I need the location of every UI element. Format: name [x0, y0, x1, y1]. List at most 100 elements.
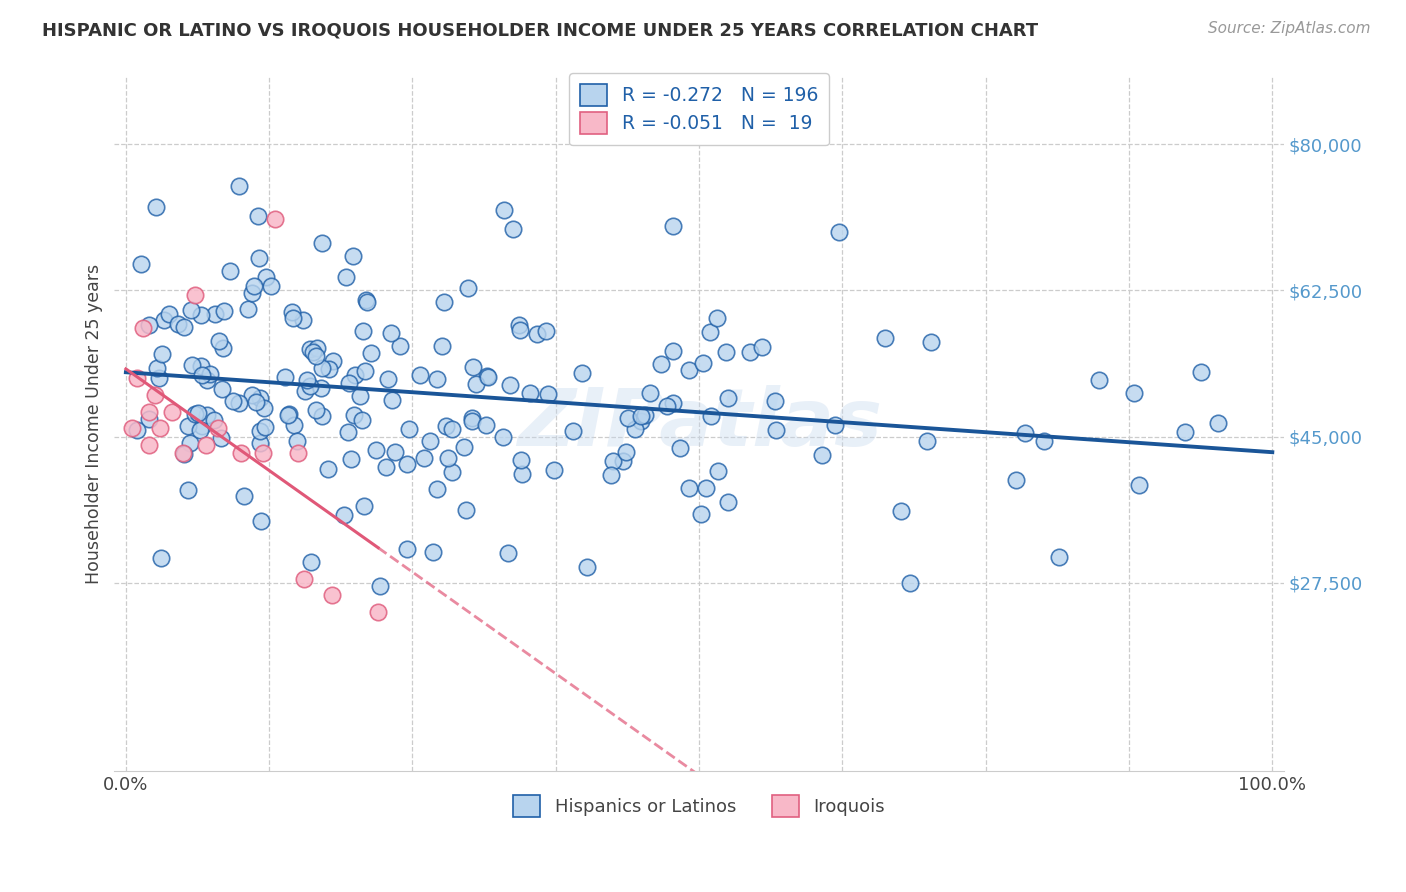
- Point: [508, 318, 530, 332]
- Point: [457, 281, 479, 295]
- Point: [434, 418, 457, 433]
- Point: [190, 359, 212, 374]
- Point: [309, 381, 332, 395]
- Point: [233, 489, 256, 503]
- Point: [246, 209, 269, 223]
- Point: [380, 326, 402, 340]
- Point: [138, 438, 160, 452]
- Point: [366, 442, 388, 457]
- Point: [602, 454, 624, 468]
- Point: [195, 438, 218, 452]
- Point: [305, 350, 328, 364]
- Point: [409, 368, 432, 383]
- Point: [576, 559, 599, 574]
- Point: [343, 368, 366, 382]
- Point: [153, 312, 176, 326]
- Text: ZIPatlas: ZIPatlas: [516, 385, 882, 463]
- Point: [299, 379, 322, 393]
- Point: [278, 407, 301, 421]
- Point: [634, 408, 657, 422]
- Point: [247, 252, 270, 266]
- Point: [212, 304, 235, 318]
- Point: [499, 377, 522, 392]
- Point: [661, 219, 683, 233]
- Point: [381, 393, 404, 408]
- Point: [183, 287, 205, 301]
- Point: [311, 235, 333, 250]
- Point: [228, 396, 250, 410]
- Point: [765, 423, 787, 437]
- Point: [700, 409, 723, 424]
- Point: [138, 412, 160, 426]
- Point: [1189, 366, 1212, 380]
- Legend: Hispanics or Latinos, Iroquois: Hispanics or Latinos, Iroquois: [506, 788, 893, 824]
- Point: [333, 508, 356, 522]
- Point: [456, 503, 478, 517]
- Point: [738, 344, 761, 359]
- Point: [191, 368, 214, 383]
- Point: [211, 383, 233, 397]
- Point: [699, 325, 721, 339]
- Point: [475, 369, 498, 384]
- Point: [149, 421, 172, 435]
- Point: [277, 409, 299, 423]
- Point: [460, 410, 482, 425]
- Point: [349, 389, 371, 403]
- Point: [650, 357, 672, 371]
- Point: [464, 377, 486, 392]
- Point: [190, 419, 212, 434]
- Point: [873, 331, 896, 345]
- Point: [890, 504, 912, 518]
- Point: [287, 446, 309, 460]
- Point: [202, 413, 225, 427]
- Point: [292, 572, 315, 586]
- Point: [453, 440, 475, 454]
- Point: [240, 388, 263, 402]
- Point: [254, 420, 277, 434]
- Point: [252, 446, 274, 460]
- Point: [477, 369, 499, 384]
- Point: [717, 495, 740, 509]
- Point: [707, 464, 730, 478]
- Point: [172, 446, 194, 460]
- Point: [630, 409, 652, 423]
- Point: [1088, 373, 1111, 387]
- Point: [689, 507, 711, 521]
- Point: [396, 542, 419, 557]
- Point: [299, 555, 322, 569]
- Point: [132, 321, 155, 335]
- Point: [571, 366, 593, 380]
- Point: [180, 302, 202, 317]
- Point: [502, 222, 524, 236]
- Point: [138, 404, 160, 418]
- Point: [412, 450, 434, 465]
- Point: [561, 424, 583, 438]
- Point: [1123, 385, 1146, 400]
- Point: [638, 385, 661, 400]
- Y-axis label: Householder Income Under 25 years: Householder Income Under 25 years: [86, 264, 103, 584]
- Point: [374, 459, 396, 474]
- Point: [337, 376, 360, 391]
- Point: [367, 605, 389, 619]
- Point: [254, 270, 277, 285]
- Point: [1206, 416, 1229, 430]
- Point: [419, 434, 441, 448]
- Point: [352, 412, 374, 426]
- Point: [311, 409, 333, 423]
- Point: [148, 371, 170, 385]
- Point: [706, 311, 728, 326]
- Point: [318, 362, 340, 376]
- Point: [274, 370, 297, 384]
- Point: [242, 279, 264, 293]
- Point: [440, 465, 463, 479]
- Point: [302, 344, 325, 359]
- Point: [678, 362, 700, 376]
- Point: [146, 360, 169, 375]
- Point: [150, 347, 173, 361]
- Point: [343, 409, 366, 423]
- Point: [751, 340, 773, 354]
- Point: [915, 434, 938, 448]
- Point: [537, 387, 560, 401]
- Point: [264, 212, 287, 227]
- Point: [1032, 434, 1054, 449]
